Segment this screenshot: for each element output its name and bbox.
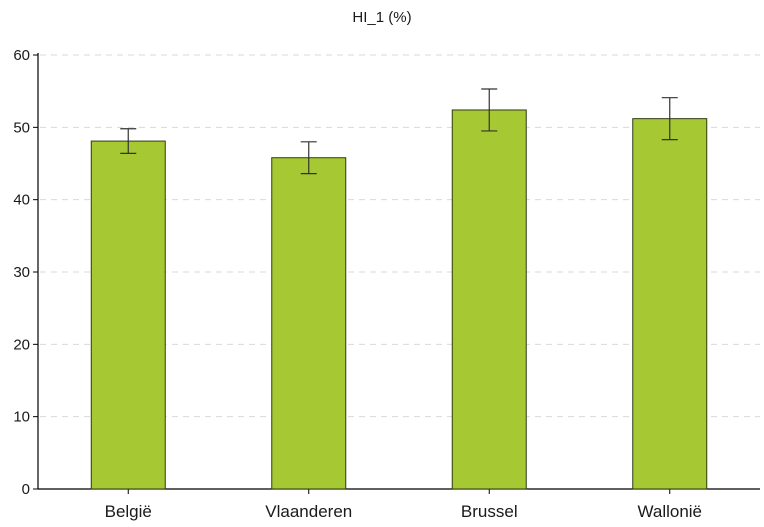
bar-vlaanderen xyxy=(271,157,347,490)
y-tick-label: 30 xyxy=(13,264,30,281)
y-tick-label: 10 xyxy=(13,409,30,426)
x-tick-label: Brussel xyxy=(461,502,518,521)
bar-brussel xyxy=(451,109,527,490)
x-tick-label: Wallonië xyxy=(637,502,702,521)
bars xyxy=(90,109,708,490)
chart-title: HI_1 (%) xyxy=(352,9,411,26)
x-tick-labels: België Vlaanderen Brussel Wallonië xyxy=(105,502,702,521)
y-tick-label: 50 xyxy=(13,119,30,136)
error-bars xyxy=(120,88,678,175)
bar-walloni- xyxy=(632,118,708,490)
y-tick-labels: 0 10 20 30 40 50 60 xyxy=(13,47,30,498)
bar-belgi- xyxy=(90,140,166,490)
x-tick-label: België xyxy=(105,502,152,521)
y-tick-label: 60 xyxy=(13,47,30,64)
y-tick-label: 40 xyxy=(13,192,30,209)
y-tick-label: 20 xyxy=(13,336,30,353)
x-tick-label: Vlaanderen xyxy=(265,502,352,521)
y-tick-label: 0 xyxy=(22,481,30,498)
